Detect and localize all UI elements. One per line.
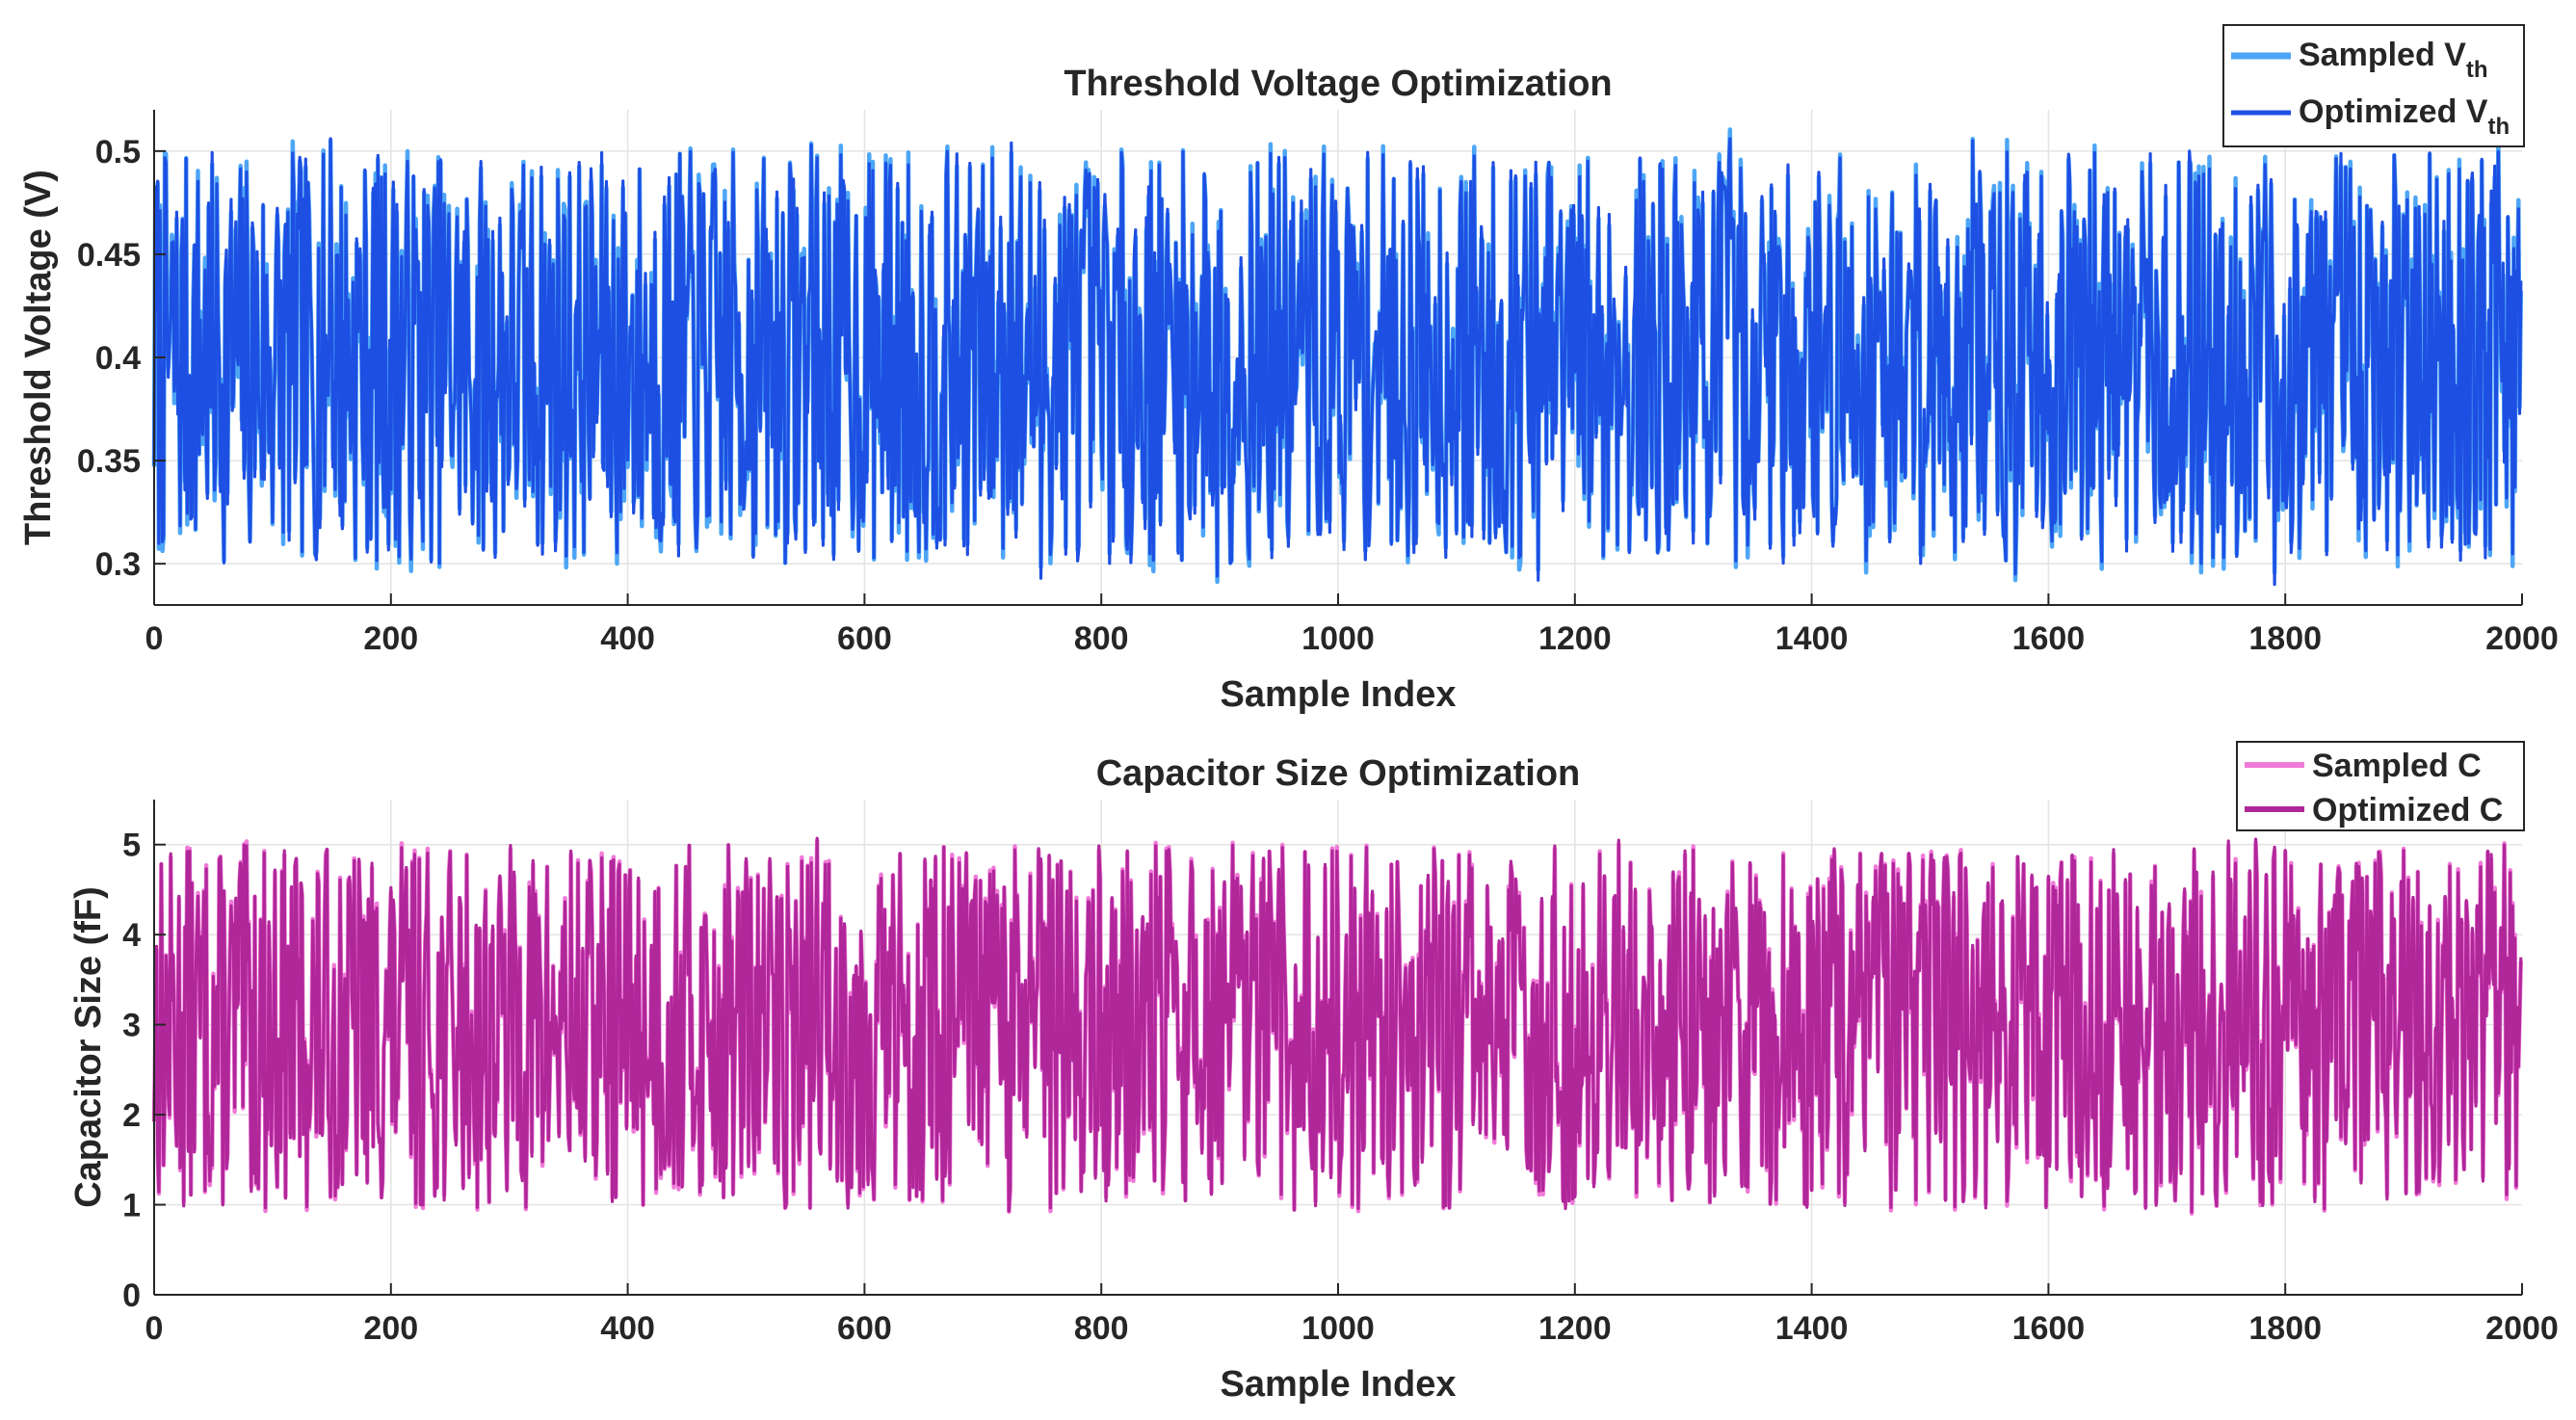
y-tick-label: 3	[122, 1008, 141, 1044]
x-tick-label: 2000	[2485, 620, 2559, 657]
threshold-voltage-legend-box	[2222, 24, 2525, 147]
series-line-optimized-c	[152, 836, 2523, 1214]
capacitor-size-title: Capacitor Size Optimization	[1096, 753, 1581, 794]
capacitor-size-legend-box	[2236, 741, 2525, 831]
x-tick-label: 1800	[2248, 620, 2322, 657]
y-tick-label: 2	[122, 1097, 141, 1134]
threshold-voltage-title: Threshold Voltage Optimization	[1064, 64, 1612, 104]
capacitor-size-x-ticks: 0 200 400 600 800 1000 1200 1400 1600 1800 2000	[145, 1283, 2559, 1347]
capacitor-size-y-ticks: 0 1 2 3 4 5	[122, 828, 166, 1314]
threshold-voltage-panel: 0 200 400 600 800 1000 1200 1400 1600 1800 2000 0.…	[18, 24, 2559, 715]
threshold-voltage-legend[interactable]: Sampled Vth Optimized Vth	[2222, 24, 2525, 147]
threshold-voltage-x-ticks: 0 200 400 600 800 1000 1200 1400 1600 1800 2000	[145, 593, 2559, 657]
capacitor-size-series	[151, 836, 2524, 1216]
x-tick-label: 200	[363, 620, 418, 657]
x-tick-label: 0	[145, 620, 164, 657]
x-tick-label: 1200	[1538, 620, 1612, 657]
x-tick-label: 0	[145, 1310, 164, 1347]
y-tick-label: 1	[122, 1188, 141, 1224]
x-tick-label: 1600	[2012, 1310, 2086, 1347]
threshold-voltage-y-ticks: 0.3 0.35 0.4 0.45 0.5	[77, 134, 166, 583]
legend-label-sampled-c: Sampled C	[2312, 748, 2482, 784]
x-tick-label: 2000	[2485, 1310, 2559, 1347]
threshold-voltage-series	[151, 127, 2524, 587]
y-tick-label: 4	[122, 917, 141, 954]
series-line-optimized-v-th	[152, 137, 2523, 587]
x-tick-label: 600	[837, 1310, 892, 1347]
legend-label-optimized-c: Optimized C	[2312, 792, 2503, 828]
y-tick-label: 0.5	[95, 134, 141, 171]
x-tick-label: 1000	[1301, 620, 1375, 657]
y-tick-label: 0.4	[95, 340, 141, 377]
capacitor-size-panel: 0 200 400 600 800 1000 1200 1400 1600 1800 2000 0 1…	[68, 741, 2559, 1405]
x-tick-label: 1200	[1538, 1310, 1612, 1347]
y-tick-label: 0.3	[95, 546, 141, 583]
threshold-voltage-x-axis-label: Sample Index	[1221, 674, 1457, 715]
threshold-voltage-y-axis-label: Threshold Voltage (V)	[18, 170, 59, 545]
capacitor-size-legend[interactable]: Sampled C Optimized C	[2236, 741, 2525, 831]
x-tick-label: 1600	[2012, 620, 2086, 657]
capacitor-size-x-axis-label: Sample Index	[1221, 1364, 1457, 1405]
x-tick-label: 1400	[1775, 1310, 1849, 1347]
y-tick-label: 0.35	[77, 443, 141, 480]
y-tick-label: 0.45	[77, 237, 141, 274]
x-tick-label: 800	[1074, 1310, 1129, 1347]
x-tick-label: 600	[837, 620, 892, 657]
x-tick-label: 400	[600, 1310, 655, 1347]
legend-label-optimized-vth: Optimized Vth	[2299, 93, 2510, 140]
x-tick-label: 200	[363, 1310, 418, 1347]
x-tick-label: 400	[600, 620, 655, 657]
capacitor-size-y-axis-label: Capacitor Size (fF)	[68, 886, 109, 1208]
x-tick-label: 1000	[1301, 1310, 1375, 1347]
x-tick-label: 1400	[1775, 620, 1849, 657]
x-tick-label: 1800	[2248, 1310, 2322, 1347]
y-tick-label: 5	[122, 828, 141, 864]
y-tick-label: 0	[122, 1277, 141, 1314]
legend-label-sampled-vth: Sampled Vth	[2299, 37, 2488, 83]
x-tick-label: 800	[1074, 620, 1129, 657]
